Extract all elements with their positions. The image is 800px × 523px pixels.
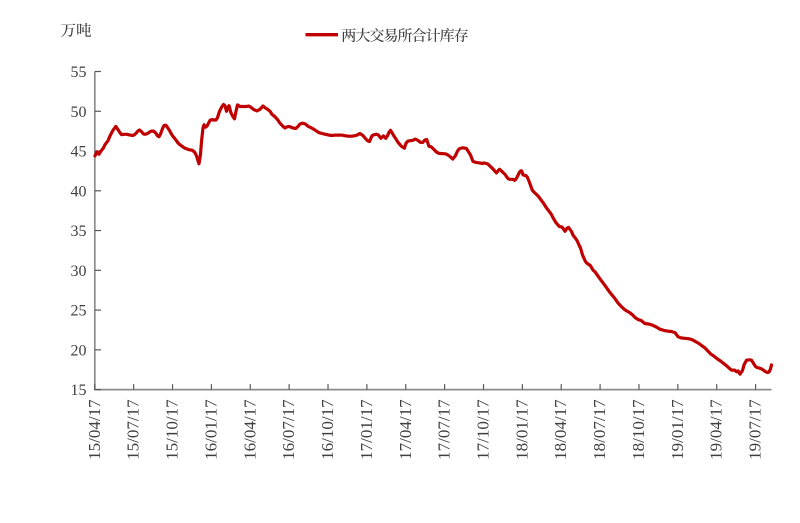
svg-text:35: 35: [71, 223, 87, 240]
svg-text:20: 20: [71, 342, 87, 359]
svg-text:18/04/17: 18/04/17: [551, 399, 570, 460]
svg-text:17/10/17: 17/10/17: [474, 399, 493, 460]
svg-text:40: 40: [71, 183, 87, 200]
svg-text:16/01/17: 16/01/17: [201, 399, 220, 460]
svg-text:16/04/17: 16/04/17: [240, 399, 259, 460]
svg-text:19/04/17: 19/04/17: [707, 399, 726, 460]
svg-text:50: 50: [71, 104, 87, 121]
svg-text:25: 25: [71, 303, 87, 320]
svg-text:17/01/17: 17/01/17: [357, 399, 376, 460]
svg-text:15: 15: [71, 382, 87, 399]
svg-text:55: 55: [71, 64, 87, 81]
svg-text:16/07/17: 16/07/17: [279, 399, 298, 460]
svg-text:16/10/17: 16/10/17: [318, 399, 337, 460]
svg-text:15/04/17: 15/04/17: [85, 399, 104, 460]
svg-text:19/07/17: 19/07/17: [746, 399, 765, 460]
svg-text:18/07/17: 18/07/17: [590, 399, 609, 460]
svg-text:18/10/17: 18/10/17: [629, 399, 648, 460]
svg-text:17/07/17: 17/07/17: [435, 399, 454, 460]
svg-text:30: 30: [71, 263, 87, 280]
svg-text:19/01/17: 19/01/17: [668, 399, 687, 460]
svg-text:17/04/17: 17/04/17: [396, 399, 415, 460]
svg-text:18/01/17: 18/01/17: [512, 399, 531, 460]
svg-text:15/10/17: 15/10/17: [163, 399, 182, 460]
svg-text:15/07/17: 15/07/17: [124, 399, 143, 460]
svg-text:45: 45: [71, 144, 87, 161]
